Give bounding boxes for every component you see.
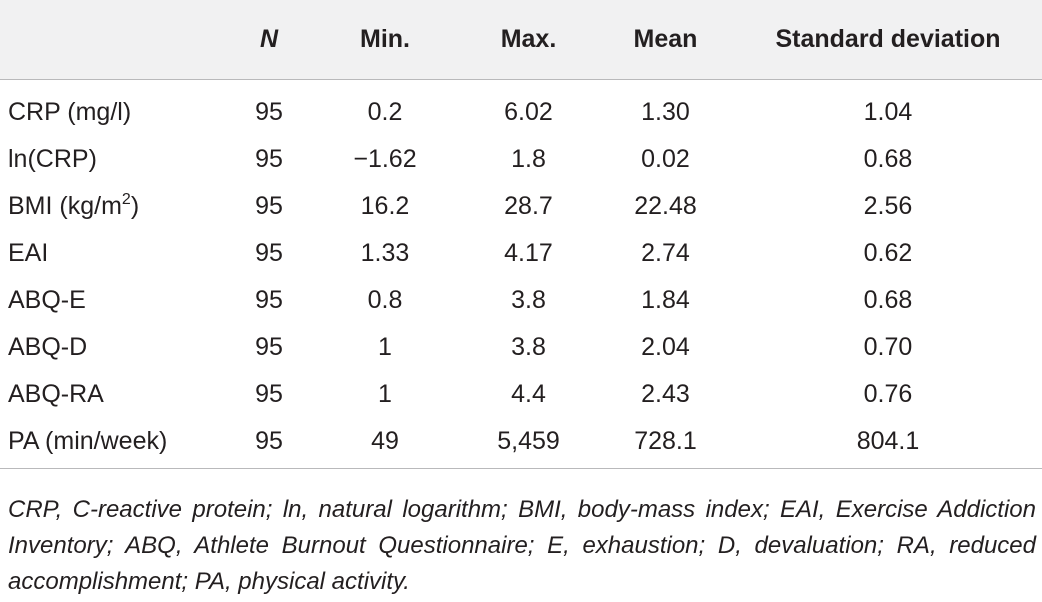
cell-sd: 0.76 <box>863 380 913 408</box>
cell-mean: 1.84 <box>641 286 690 314</box>
table-row: EAI 95 1.33 4.17 2.74 0.62 <box>0 230 1042 277</box>
header-min: Min. <box>310 0 460 80</box>
cell-max: 28.7 <box>504 192 553 220</box>
cell-sd: 2.56 <box>863 192 913 220</box>
cell-max: 1.8 <box>511 145 546 173</box>
row-label: PA (min/week) <box>0 418 228 469</box>
cell-n: 95 <box>255 192 283 220</box>
header-empty <box>0 0 228 80</box>
row-label-text: BMI (kg/m <box>8 192 122 220</box>
row-label: EAI <box>0 230 228 277</box>
cell-sd: 0.62 <box>863 239 913 267</box>
cell-n: 95 <box>255 145 283 173</box>
cell-min: 0.8 <box>367 286 403 314</box>
header-standard-deviation: Standard deviation <box>734 0 1042 80</box>
row-label-text: PA (min/week) <box>8 427 168 455</box>
row-label: ABQ-RA <box>0 371 228 418</box>
row-label-suffix: ) <box>130 192 140 220</box>
cell-n: 95 <box>255 333 283 361</box>
table-row: BMI (kg/m2) 95 16.2 28.7 22.48 2.56 <box>0 183 1042 230</box>
table-row: CRP (mg/l) 95 0.2 6.02 1.30 1.04 <box>0 80 1042 137</box>
cell-mean: 1.30 <box>641 98 690 126</box>
cell-min: 1.33 <box>360 239 410 267</box>
row-label: ABQ-D <box>0 324 228 371</box>
cell-min: 1 <box>378 380 392 408</box>
header-row: N Min. Max. Mean Standard deviation <box>0 0 1042 80</box>
table-row: ABQ-E 95 0.8 3.8 1.84 0.68 <box>0 277 1042 324</box>
cell-min: 49 <box>310 418 460 469</box>
cell-max: 4.4 <box>511 380 546 408</box>
cell-mean: 2.43 <box>641 380 690 408</box>
row-label-superscript: 2 <box>121 191 131 208</box>
descriptive-statistics-table: N Min. Max. Mean Standard deviation CRP … <box>0 0 1042 469</box>
row-label: BMI (kg/m2) <box>0 183 228 230</box>
row-label-text: ABQ-E <box>8 286 86 314</box>
cell-min: 1 <box>378 333 392 361</box>
table-row: ln(CRP) 95 −1.62 1.8 0.02 0.68 <box>0 136 1042 183</box>
cell-min: −1.62 <box>353 145 417 173</box>
row-label: ABQ-E <box>0 277 228 324</box>
cell-max: 3.8 <box>511 333 546 361</box>
table-row: ABQ-D 95 1 3.8 2.04 0.70 <box>0 324 1042 371</box>
cell-min: 0.2 <box>367 98 403 126</box>
cell-n: 95 <box>255 239 283 267</box>
cell-mean: 22.48 <box>634 192 697 220</box>
header-n: N <box>228 0 310 80</box>
cell-min: 16.2 <box>360 192 410 220</box>
cell-sd: 804.1 <box>734 418 1042 469</box>
row-label: ln(CRP) <box>0 136 228 183</box>
table-row: PA (min/week) 95 49 5,459 728.1 804.1 <box>0 418 1042 469</box>
cell-max: 6.02 <box>504 98 553 126</box>
cell-max: 5,459 <box>460 418 597 469</box>
row-label-text: CRP (mg/l) <box>8 98 132 126</box>
cell-max: 3.8 <box>511 286 546 314</box>
cell-sd: 1.04 <box>863 98 913 126</box>
cell-mean: 0.02 <box>641 145 690 173</box>
cell-n: 95 <box>255 380 283 408</box>
cell-mean: 2.74 <box>641 239 690 267</box>
row-label-text: EAI <box>8 239 49 267</box>
row-label: CRP (mg/l) <box>0 80 228 137</box>
table-footnote: CRP, C-reactive protein; ln, natural log… <box>8 496 1036 595</box>
cell-max: 4.17 <box>504 239 553 267</box>
row-label-text: ln(CRP) <box>8 145 97 173</box>
cell-n: 95 <box>228 418 310 469</box>
cell-sd: 0.68 <box>863 286 913 314</box>
cell-sd: 0.70 <box>863 333 913 361</box>
cell-mean: 2.04 <box>641 333 690 361</box>
cell-n: 95 <box>255 98 283 126</box>
cell-mean: 728.1 <box>597 418 734 469</box>
header-mean: Mean <box>597 0 734 80</box>
cell-n: 95 <box>255 286 283 314</box>
header-max: Max. <box>460 0 597 80</box>
table-row: ABQ-RA 95 1 4.4 2.43 0.76 <box>0 371 1042 418</box>
cell-sd: 0.68 <box>863 145 913 173</box>
row-label-text: ABQ-RA <box>8 380 104 408</box>
row-label-text: ABQ-D <box>8 333 88 361</box>
